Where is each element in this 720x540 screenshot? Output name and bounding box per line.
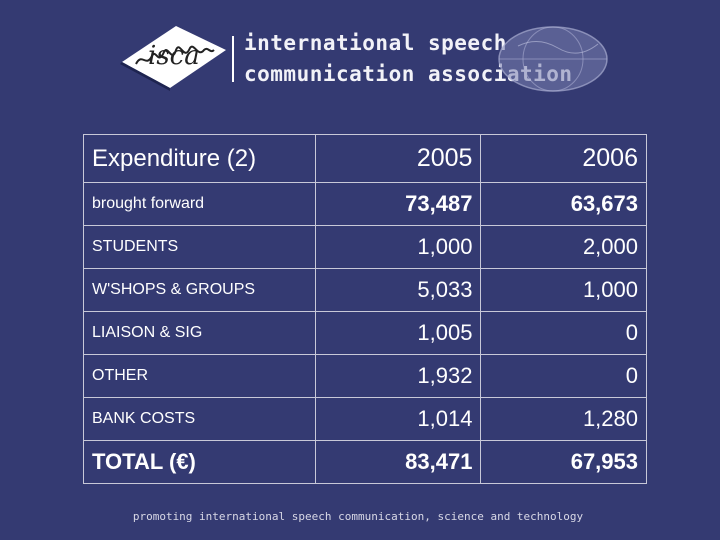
row-label: BANK COSTS: [83, 397, 316, 441]
cell-2006: 0: [480, 354, 647, 398]
tagline-text: promoting international speech communica…: [132, 510, 584, 523]
column-header-2005: 2005: [314, 134, 482, 183]
table-header-row: Expenditure (2) 2005 2006: [83, 134, 647, 183]
footer-tagline: promoting international speech communica…: [0, 510, 720, 523]
table-row: LIAISON & SIG 1,005 0: [83, 311, 647, 355]
cell-2005: 73,487: [314, 182, 482, 226]
row-label: W'SHOPS & GROUPS: [83, 268, 316, 312]
isca-logo-icon: isca: [120, 26, 226, 91]
cell-2005: 1,000: [314, 225, 482, 269]
logo-divider: [232, 36, 234, 82]
cell-2005: 1,005: [314, 311, 482, 355]
cell-2006: 1,280: [480, 397, 647, 441]
total-row: TOTAL (€) 83,471 67,953: [83, 440, 647, 484]
cell-2005: 1,014: [314, 397, 482, 441]
cell-2006: 2,000: [480, 225, 647, 269]
total-label: TOTAL (€): [83, 440, 316, 484]
header: isca international speech communication …: [0, 0, 720, 110]
total-2006: 67,953: [480, 440, 647, 484]
row-label: brought forward: [83, 182, 316, 226]
row-label: OTHER: [83, 354, 316, 398]
org-name-line1: international speech: [244, 31, 507, 55]
table-row: OTHER 1,932 0: [83, 354, 647, 398]
table-row: W'SHOPS & GROUPS 5,033 1,000: [83, 268, 647, 312]
expenditure-table: Expenditure (2) 2005 2006 brought forwar…: [83, 134, 647, 484]
table-row: STUDENTS 1,000 2,000: [83, 225, 647, 269]
logo-text: isca: [148, 41, 200, 71]
table-row: brought forward 73,487 63,673: [83, 182, 647, 226]
column-header-2006: 2006: [480, 134, 647, 183]
table-title: Expenditure (2): [83, 134, 316, 183]
row-label: STUDENTS: [83, 225, 316, 269]
total-2005: 83,471: [314, 440, 482, 484]
cell-2006: 1,000: [480, 268, 647, 312]
globe-icon: [498, 26, 608, 92]
table-row: BANK COSTS 1,014 1,280: [83, 397, 647, 441]
row-label: LIAISON & SIG: [83, 311, 316, 355]
cell-2006: 63,673: [480, 182, 647, 226]
cell-2006: 0: [480, 311, 647, 355]
cell-2005: 1,932: [314, 354, 482, 398]
cell-2005: 5,033: [314, 268, 482, 312]
